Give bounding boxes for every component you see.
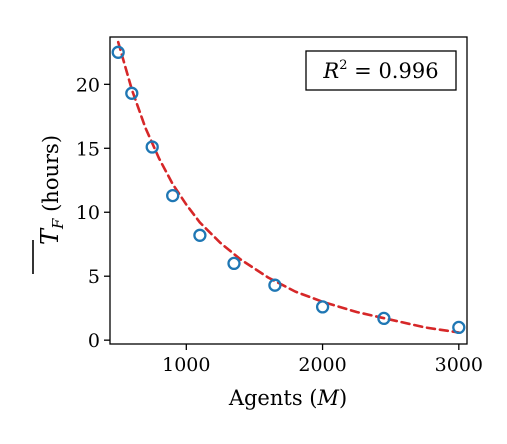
y-tick-label-20: 20 <box>76 74 100 96</box>
data-point-5 <box>193 228 207 242</box>
r-squared-exponent: 2 <box>339 58 347 73</box>
r-squared-text: R2 = 0.996 <box>322 58 438 83</box>
y-tick-label-10: 10 <box>76 202 100 224</box>
data-point-8 <box>315 300 330 314</box>
y-tick-label-15: 15 <box>76 138 100 160</box>
data-point-6 <box>227 256 241 271</box>
y-axis-label: TF (hours) <box>32 135 67 274</box>
data-point-1 <box>111 45 125 59</box>
data-point-4 <box>166 188 180 203</box>
y-tick-label-5: 5 <box>88 266 100 288</box>
y-tick-label-0: 0 <box>88 330 100 352</box>
r-squared-box: R2 = 0.996 <box>305 50 457 91</box>
x-tick-label-3000: 3000 <box>435 354 483 376</box>
data-point-2 <box>125 86 139 100</box>
x-axis-label: Agents (M) <box>228 386 347 410</box>
r-squared-symbol: R <box>322 59 339 83</box>
r-squared-value: = 0.996 <box>348 59 439 83</box>
data-point-7 <box>268 278 282 292</box>
data-point-10 <box>452 320 466 335</box>
ticks-layer: 1000 2000 3000 0 5 10 15 20 <box>76 74 483 376</box>
r-squared-frame <box>305 50 457 91</box>
plot-frame <box>109 36 468 345</box>
x-axis-label-prefix: Agents ( <box>228 386 318 410</box>
y-axis-label-text: TF (hours) <box>36 135 67 245</box>
x-axis-label-suffix: ) <box>339 386 347 410</box>
fit-curve-layer <box>116 40 461 334</box>
fit-curve-line <box>116 40 461 334</box>
y-axis-unit: (hours) <box>39 135 63 219</box>
x-tick-label-2000: 2000 <box>298 354 346 376</box>
y-axis-symbol: T <box>36 227 64 245</box>
x-tick-label-1000: 1000 <box>162 354 210 376</box>
x-axis-label-var: M <box>316 386 339 410</box>
data-point-3 <box>145 140 159 154</box>
data-points-layer <box>111 45 466 335</box>
data-point-9 <box>377 311 391 326</box>
y-axis-subscript: F <box>49 218 67 230</box>
